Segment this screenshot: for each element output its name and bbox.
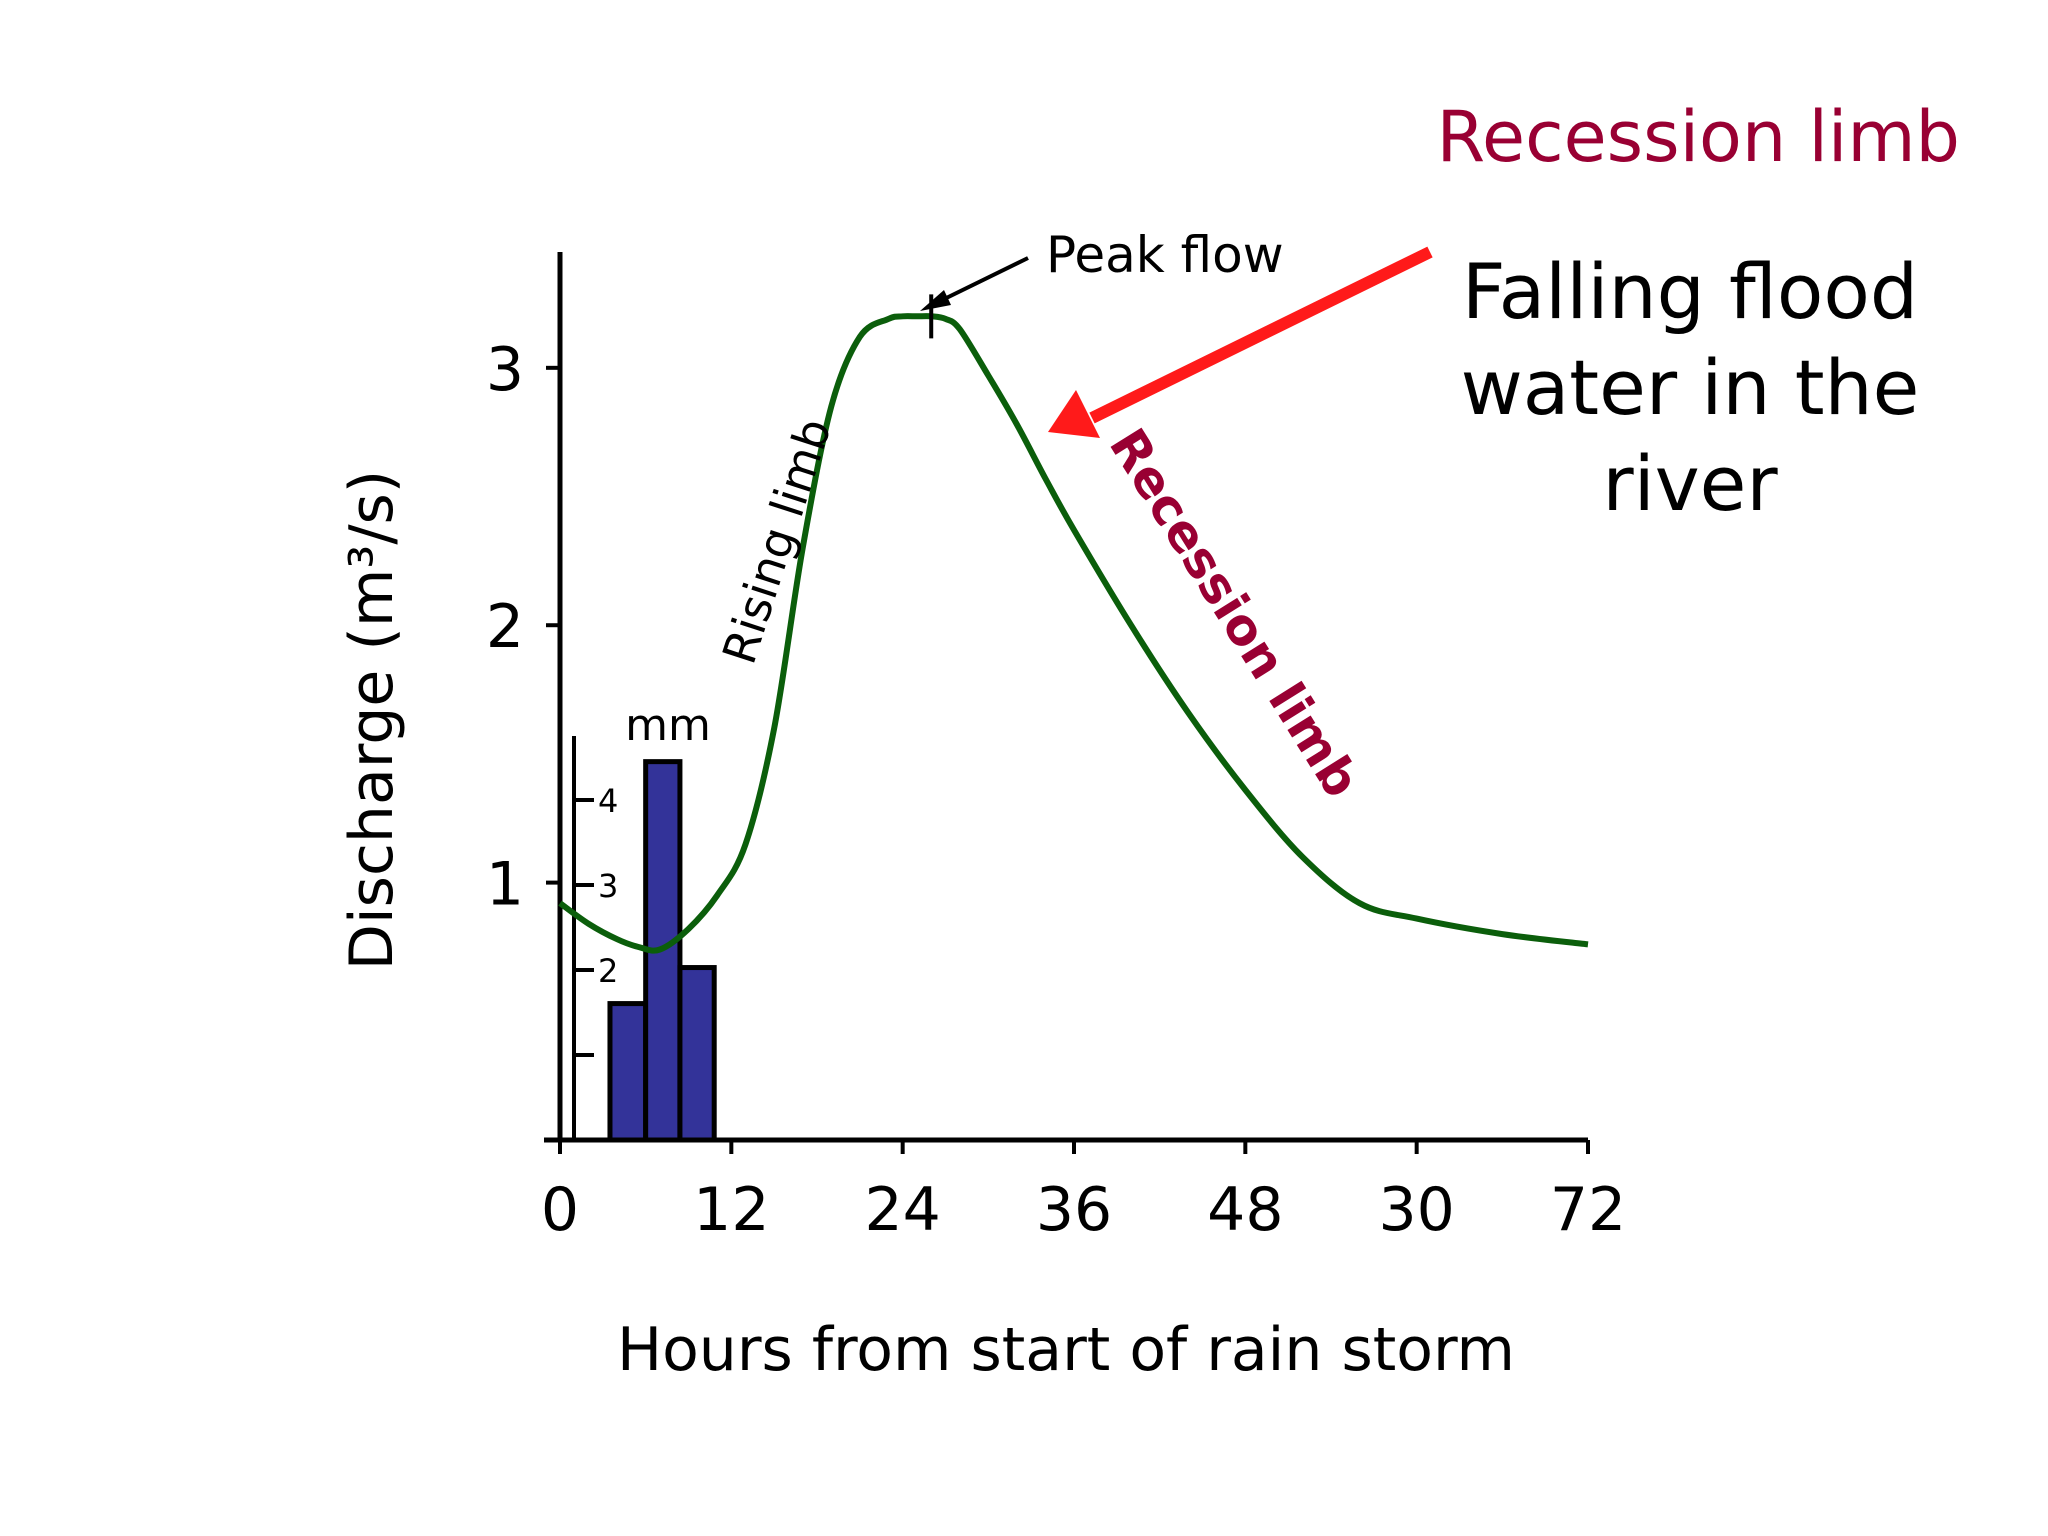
y-axis-ticks: 1 2 3 <box>486 335 560 920</box>
rain-unit-label: mm <box>625 700 711 751</box>
callout-arrow-head <box>1048 390 1100 438</box>
y-tick-label: 2 <box>486 592 524 662</box>
rain-tick-label: 2 <box>598 952 618 990</box>
rainfall-bars <box>607 759 717 1143</box>
recession-limb-label: Recession limb <box>1098 419 1371 808</box>
callout-line: Falling flood <box>1461 247 1919 336</box>
peak-flow-label: Peak flow <box>1046 226 1284 284</box>
x-tick-label: 48 <box>1207 1175 1283 1245</box>
x-tick-label: 12 <box>693 1175 769 1245</box>
y-tick-label: 1 <box>486 850 524 920</box>
rainfall-bar <box>607 1001 649 1143</box>
callout-arrow-line <box>1089 246 1433 424</box>
y-tick-label: 3 <box>486 335 524 405</box>
x-tick-label: 72 <box>1550 1175 1626 1245</box>
peak-pointer-arrowhead <box>920 290 951 311</box>
x-tick-label: 0 <box>541 1175 579 1245</box>
rain-tick-label: 3 <box>598 867 618 905</box>
callout-line: river <box>1602 439 1778 528</box>
y-axis-title: Discharge (m³/s) <box>337 470 407 970</box>
slide-title: Recession limb <box>1436 96 1960 178</box>
x-axis-title: Hours from start of rain storm <box>617 1315 1515 1385</box>
x-axis-ticks: 0 12 24 36 48 30 72 <box>541 1140 1626 1245</box>
callout-text: Falling flood water in the river <box>1430 244 1950 532</box>
x-tick-label: 30 <box>1378 1175 1454 1245</box>
x-tick-label: 36 <box>1036 1175 1112 1245</box>
rising-limb-label: Rising limb <box>712 412 842 670</box>
discharge-line <box>558 313 1589 954</box>
rain-axis-ticks: 2 3 4 <box>574 782 618 1057</box>
rain-tick-label: 4 <box>598 782 618 820</box>
callout-line: water in the <box>1460 343 1920 432</box>
rainfall-bar <box>677 965 717 1143</box>
x-tick-label: 24 <box>864 1175 940 1245</box>
